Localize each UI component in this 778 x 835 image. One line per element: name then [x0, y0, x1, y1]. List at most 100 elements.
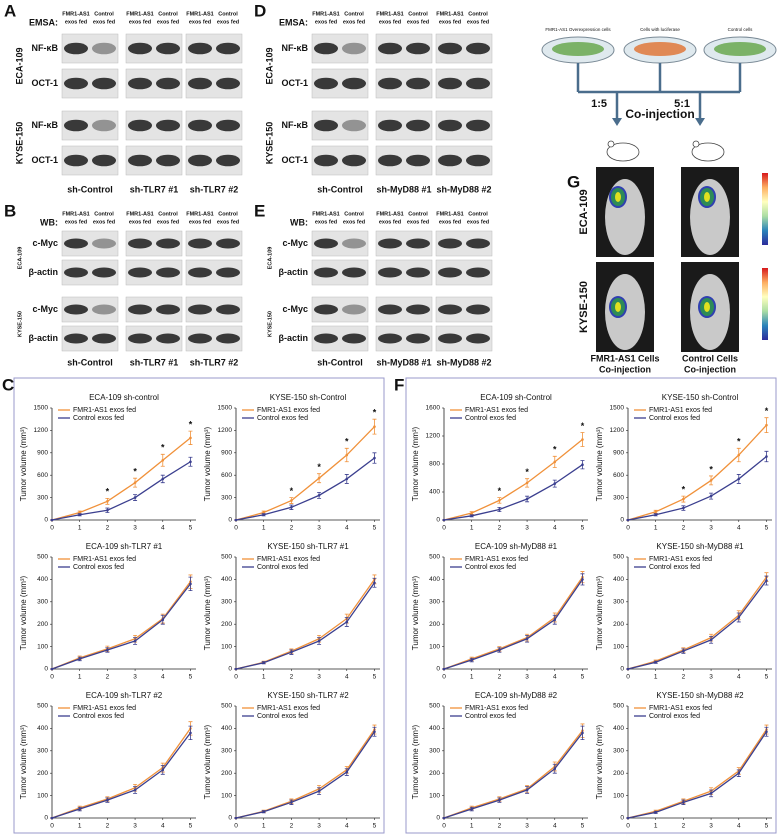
band	[64, 77, 88, 90]
x-tick-label: 2	[106, 525, 110, 532]
point	[682, 801, 685, 804]
significance: *	[498, 486, 502, 496]
series-line	[627, 731, 768, 819]
legend-label: Control exos fed	[257, 564, 308, 571]
x-tick-label: 0	[234, 525, 238, 532]
band	[378, 267, 402, 278]
x-tick-label: 0	[626, 674, 630, 681]
point	[262, 810, 265, 814]
y-tick-label: 100	[429, 792, 440, 799]
band	[342, 267, 366, 278]
y-tick-label: 0	[44, 517, 48, 524]
x-tick-label: 4	[345, 674, 349, 681]
band	[128, 267, 152, 278]
band	[466, 42, 490, 55]
point	[442, 518, 446, 522]
band	[188, 333, 212, 344]
point	[581, 438, 584, 441]
cells	[714, 42, 766, 56]
x-tick-label: 4	[161, 674, 165, 681]
signal-core	[704, 302, 710, 312]
y-tick-label: 200	[37, 621, 48, 628]
point	[106, 500, 109, 503]
x-tick-label: 1	[654, 525, 658, 532]
significance: *	[737, 437, 741, 447]
band	[378, 42, 402, 55]
band-label: NF-κB	[281, 120, 308, 130]
band	[128, 154, 152, 167]
legend-label: Control exos fed	[257, 415, 308, 422]
band	[378, 238, 402, 249]
point	[626, 667, 630, 671]
y-tick-label: 1200	[610, 427, 625, 434]
point	[470, 511, 473, 515]
y-tick-label: 400	[221, 725, 232, 732]
x-tick-label: 0	[626, 525, 630, 532]
panel-box	[13, 377, 385, 834]
point	[765, 579, 768, 582]
group-label: sh-MyD88 #2	[436, 184, 491, 194]
band	[342, 42, 366, 55]
y-axis-label: Tumor volume (mm³)	[595, 426, 604, 501]
x-tick-label: 3	[133, 525, 137, 532]
x-tick-label: 3	[525, 674, 529, 681]
y-axis-label: Tumor volume (mm³)	[203, 426, 212, 501]
y-tick-label: 900	[613, 450, 624, 457]
lane-label: FMR1-AS1	[186, 11, 214, 17]
legend-label: Control exos fed	[257, 713, 308, 720]
band	[188, 154, 212, 167]
point	[106, 798, 109, 802]
y-tick-label: 400	[613, 725, 624, 732]
x-tick-label: 5	[189, 525, 193, 532]
cell-line-label: ECA-109	[17, 247, 23, 270]
lane-label: FMR1-AS1	[312, 211, 340, 217]
x-tick-label: 5	[581, 823, 585, 830]
assay-label: EMSA:	[29, 17, 58, 27]
point	[290, 801, 293, 804]
series-line	[51, 461, 191, 521]
y-tick-label: 0	[44, 815, 48, 822]
band	[438, 42, 462, 55]
x-tick-label: 5	[581, 525, 585, 532]
series-line	[627, 424, 767, 521]
y-tick-label: 100	[221, 792, 232, 799]
band-label: β-actin	[279, 267, 309, 277]
band	[216, 154, 240, 167]
x-tick-label: 4	[345, 823, 349, 830]
lane-label: FMR1-AS1	[126, 11, 154, 17]
x-tick-label: 2	[682, 525, 686, 532]
y-tick-label: 1500	[34, 405, 49, 412]
group-label: sh-TLR7 #1	[130, 357, 179, 367]
x-tick-label: 2	[106, 823, 110, 830]
band	[216, 304, 240, 315]
point	[78, 513, 81, 517]
point	[133, 481, 137, 484]
band	[92, 77, 116, 90]
x-tick-label: 3	[317, 823, 321, 830]
band	[92, 119, 116, 132]
point	[345, 770, 349, 774]
chart-title: ECA-109 sh-TLR7 #2	[86, 691, 163, 700]
group-label: sh-TLR7 #1	[130, 184, 179, 194]
x-tick-label: 3	[133, 823, 137, 830]
band	[92, 267, 116, 278]
band	[406, 238, 430, 249]
point	[345, 477, 349, 481]
x-tick-label: 1	[470, 525, 474, 532]
y-tick-label: 0	[436, 815, 440, 822]
y-tick-label: 300	[221, 748, 232, 755]
point	[553, 482, 557, 485]
lane-label: FMR1-AS1	[62, 211, 90, 217]
significance: *	[553, 445, 557, 455]
band	[314, 42, 338, 55]
band	[128, 77, 152, 90]
band	[64, 267, 88, 278]
x-tick-label: 1	[262, 525, 266, 532]
x-tick-label: 3	[525, 823, 529, 830]
y-tick-label: 200	[613, 621, 624, 628]
lane-label: exos fed	[315, 219, 337, 225]
group-label: sh-MyD88 #2	[436, 357, 491, 367]
y-tick-label: 0	[228, 666, 232, 673]
series-line	[443, 438, 583, 521]
band-label: β-actin	[29, 333, 59, 343]
